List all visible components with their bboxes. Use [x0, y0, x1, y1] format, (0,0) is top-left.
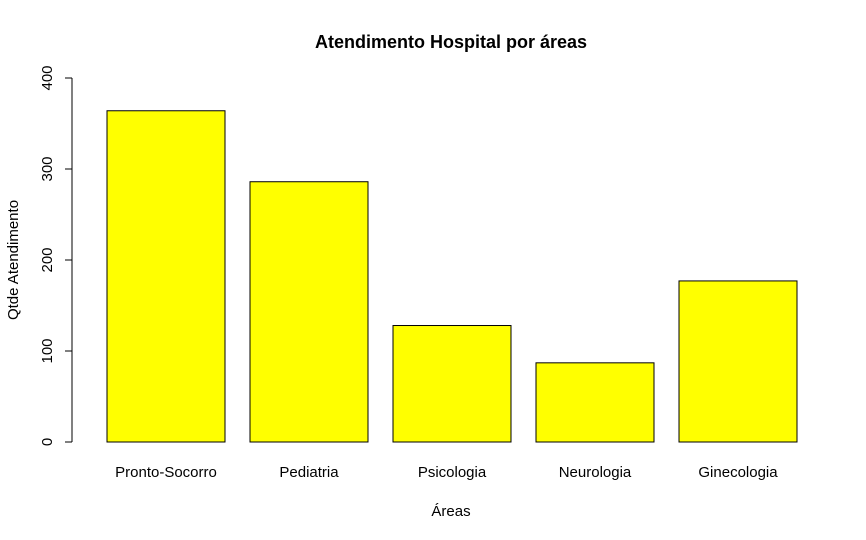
- chart-title: Atendimento Hospital por áreas: [315, 32, 587, 52]
- y-tick-label: 300: [39, 156, 56, 181]
- x-tick-label: Pronto-Socorro: [115, 464, 217, 481]
- x-tick-label: Neurologia: [559, 464, 632, 481]
- bar-psicologia: [392, 325, 512, 443]
- y-tick-label: 0: [39, 438, 56, 446]
- x-tick-label: Pediatria: [279, 464, 339, 481]
- y-tick-label: 200: [39, 247, 56, 272]
- x-axis-label: Áreas: [431, 503, 470, 520]
- bar-pronto-socorro: [106, 110, 226, 443]
- bars-group: [106, 110, 798, 443]
- y-axis-label: Qtde Atendimento: [5, 200, 22, 320]
- bar-ginecologia: [678, 280, 798, 443]
- y-tick-label: 400: [39, 65, 56, 90]
- y-tick-label: 100: [39, 338, 56, 363]
- bar-pediatria: [249, 181, 369, 443]
- y-axis: 0 100 200 300 400: [39, 65, 73, 446]
- bar-neurologia: [535, 362, 655, 443]
- x-tick-labels: Pronto-Socorro Pediatria Psicologia Neurolo…: [115, 464, 778, 481]
- x-tick-label: Ginecologia: [698, 464, 778, 481]
- x-tick-label: Psicologia: [418, 464, 487, 481]
